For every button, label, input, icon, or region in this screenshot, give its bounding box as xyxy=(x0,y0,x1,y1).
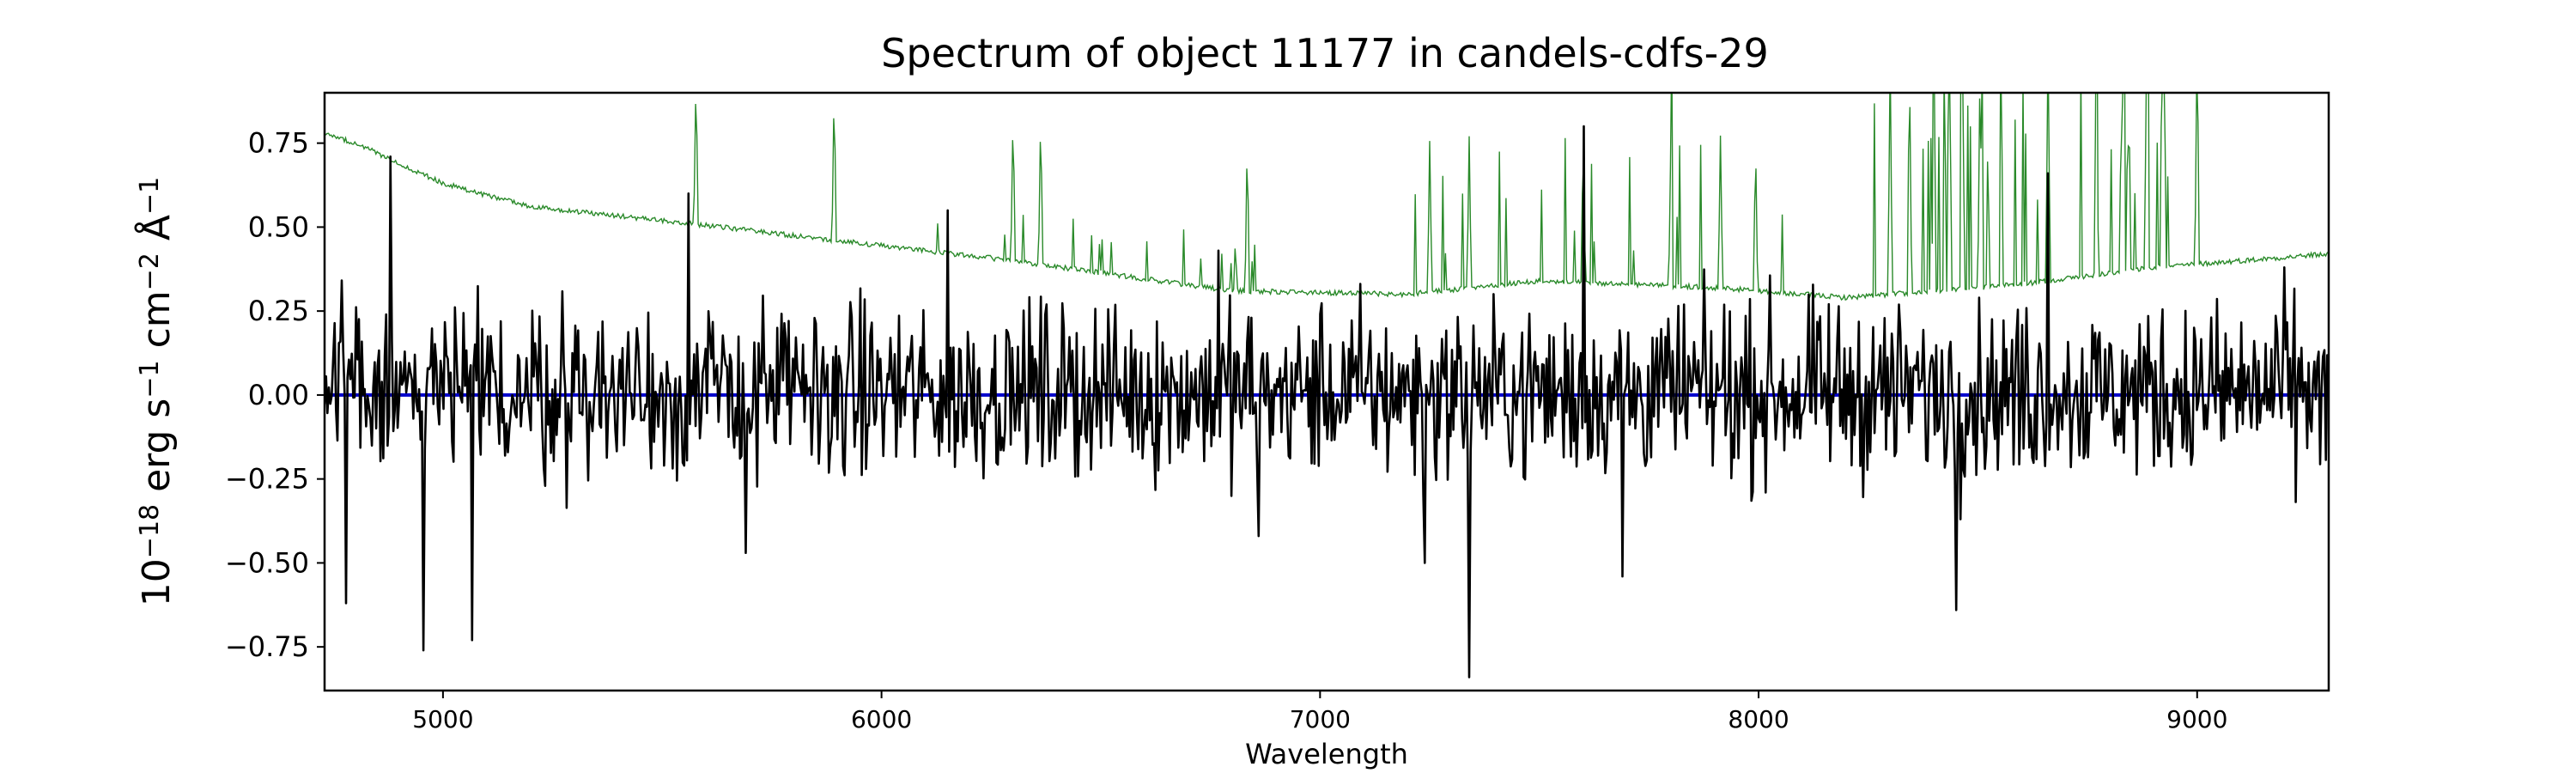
x-tick-label: 7000 xyxy=(1290,705,1351,733)
y-tick-label: 0.25 xyxy=(248,295,309,327)
y-axis-label: 10−18 erg s−1 cm−2 Å−1 xyxy=(133,177,179,606)
flux-spectrum-line xyxy=(325,125,2329,679)
y-axis: −0.75 −0.50 −0.25 0.00 0.25 0.50 0.75 xyxy=(225,127,325,663)
x-tick-label: 6000 xyxy=(851,705,912,733)
x-tick-label: 8000 xyxy=(1728,705,1789,733)
plot-frame xyxy=(323,91,2330,692)
y-tick-label: −0.25 xyxy=(225,463,309,496)
x-axis: 5000 6000 7000 8000 9000 xyxy=(412,691,2227,733)
chart-title: Spectrum of object 11177 in candels-cdfs… xyxy=(881,30,1769,76)
y-tick-label: −0.50 xyxy=(225,546,309,579)
y-tick-label: 0.75 xyxy=(248,127,309,160)
series-layer xyxy=(325,93,2329,679)
x-tick-label: 5000 xyxy=(412,705,473,733)
y-tick-label: 0.50 xyxy=(248,210,309,243)
y-tick-label: −0.75 xyxy=(225,630,309,663)
error-spectrum-line xyxy=(325,93,2329,301)
y-tick-label: 0.00 xyxy=(248,379,309,411)
x-axis-label: Wavelength xyxy=(1245,738,1408,770)
x-tick-label: 9000 xyxy=(2166,705,2227,733)
